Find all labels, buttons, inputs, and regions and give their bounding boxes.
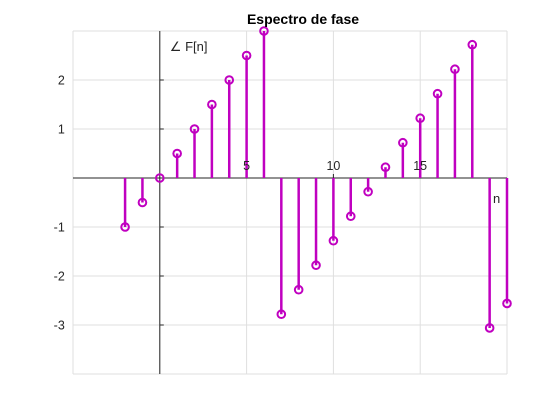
y-tick-label: -1 (54, 221, 65, 235)
y-axis-label: ∠ F[n] (170, 39, 208, 54)
y-tick-label: 1 (58, 123, 65, 137)
x-axis-label: n (493, 191, 500, 206)
stem-layer (121, 27, 511, 332)
y-tick-label: 2 (58, 74, 65, 88)
y-tick-label: -3 (54, 319, 65, 333)
tick-label-layer: 5 10 15 -3 -2 -1 1 2 (54, 74, 428, 333)
x-tick-label: 15 (413, 159, 427, 173)
y-tick-label: -2 (54, 270, 65, 284)
x-tick-label: 10 (326, 159, 340, 173)
x-tick-label: 5 (243, 159, 250, 173)
chart-title: Espectro de fase (247, 11, 359, 27)
